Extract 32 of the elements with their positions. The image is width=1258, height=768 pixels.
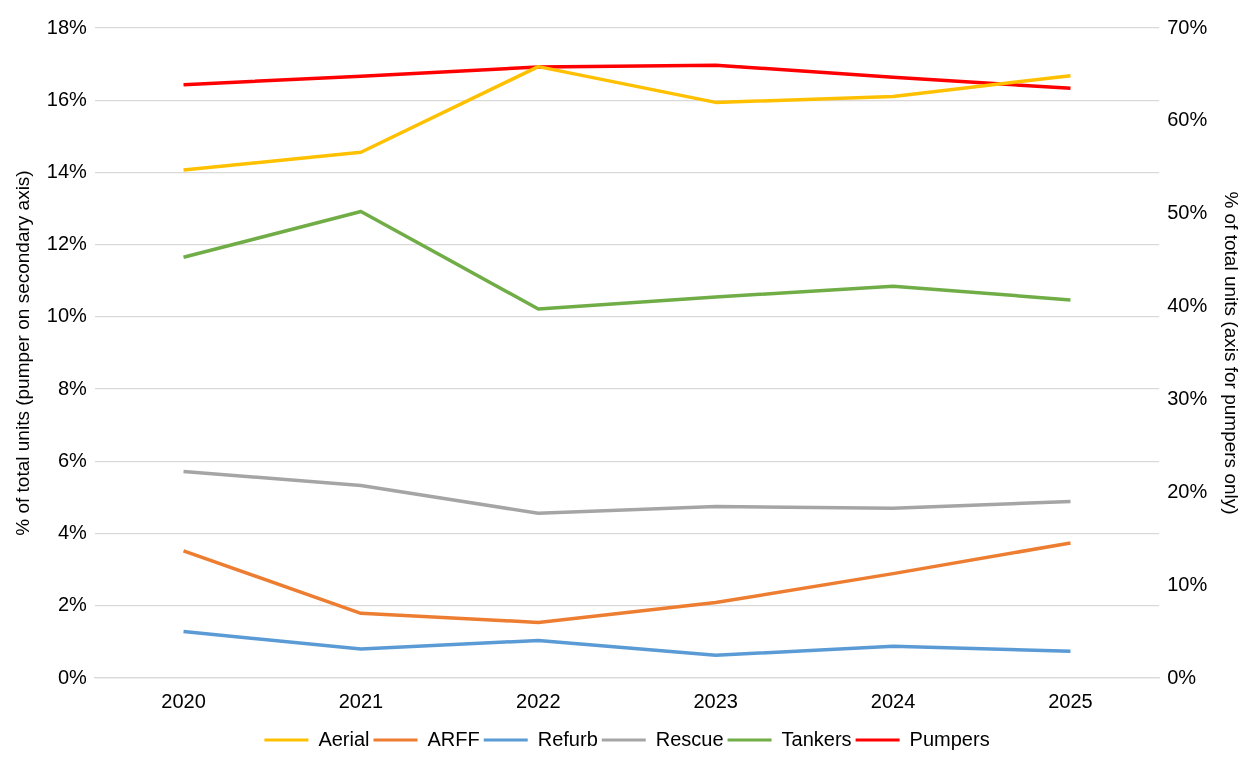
y2-tick-label: 40% bbox=[1167, 294, 1208, 317]
x-tick-label: 2025 bbox=[1048, 689, 1093, 712]
x-tick-label: 2024 bbox=[870, 689, 916, 712]
y-tick-label: 0% bbox=[57, 665, 88, 688]
y-tick-label: 18% bbox=[46, 15, 88, 38]
x-tick-label: 2022 bbox=[516, 689, 561, 712]
y-axis-title: % of total units (pumper on secondary axis) bbox=[11, 170, 33, 536]
x-tick-label: 2023 bbox=[693, 689, 738, 712]
legend-label: Tankers bbox=[781, 727, 852, 750]
y-tick-label: 16% bbox=[46, 87, 88, 110]
y-tick-label: 12% bbox=[46, 232, 88, 255]
y-tick-label: 2% bbox=[57, 593, 88, 616]
x-tick-label: 2021 bbox=[338, 689, 384, 712]
y2-tick-label: 60% bbox=[1167, 108, 1208, 131]
y-tick-label: 10% bbox=[46, 304, 88, 327]
legend-label: ARFF bbox=[427, 727, 480, 750]
y-tick-label: 4% bbox=[57, 521, 88, 544]
y-tick-label: 8% bbox=[57, 376, 88, 399]
legend-label: Rescue bbox=[655, 727, 724, 750]
y2-axis-title: % of total units (axis for pumpers only) bbox=[1221, 191, 1243, 515]
y2-tick-label: 10% bbox=[1167, 572, 1208, 595]
y2-tick-label: 30% bbox=[1167, 386, 1208, 409]
y-tick-label: 14% bbox=[46, 159, 88, 182]
y2-tick-label: 50% bbox=[1167, 201, 1208, 224]
legend-label: Aerial bbox=[318, 727, 370, 750]
x-tick-label: 2020 bbox=[161, 689, 206, 712]
legend-label: Refurb bbox=[537, 727, 598, 750]
legend-label: Pumpers bbox=[909, 727, 990, 750]
y2-tick-label: 0% bbox=[1167, 665, 1197, 688]
y2-tick-label: 20% bbox=[1167, 479, 1208, 502]
y2-tick-label: 70% bbox=[1167, 15, 1208, 38]
y-tick-label: 6% bbox=[57, 448, 88, 471]
